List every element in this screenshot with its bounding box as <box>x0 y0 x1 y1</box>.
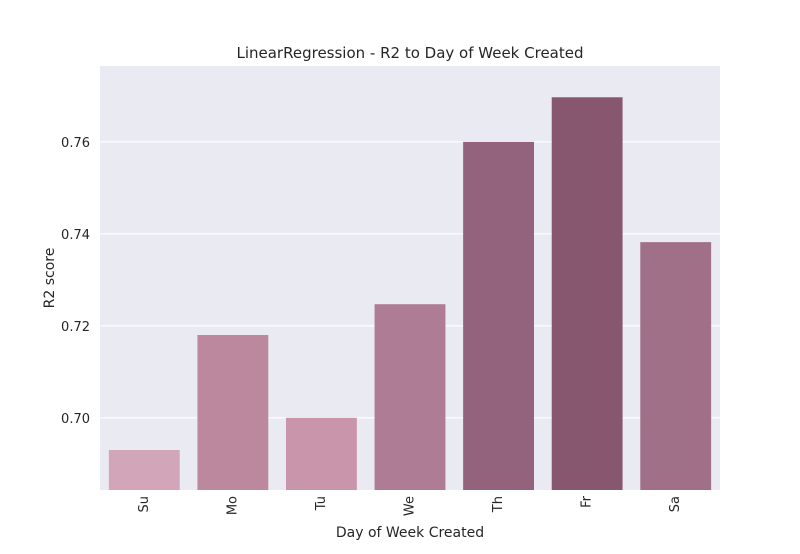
x-tick-label: Th <box>491 496 506 513</box>
y-tick-label: 0.72 <box>61 320 90 335</box>
bars <box>108 97 712 490</box>
x-tick-label: Tu <box>314 496 329 511</box>
y-tick-label: 0.70 <box>61 412 90 427</box>
bar-fr <box>551 97 623 490</box>
x-tick-label: Su <box>137 496 152 513</box>
y-tick-labels: 0.70 0.72 0.74 0.76 <box>61 136 90 427</box>
bar-we <box>374 304 446 490</box>
y-axis-label: R2 score <box>42 248 58 309</box>
x-tick-label: Fr <box>580 495 595 508</box>
bar-th <box>463 141 534 490</box>
x-tick-label: Mo <box>225 496 240 515</box>
x-tick-labels: Su Mo Tu We Th Fr Sa <box>137 495 683 516</box>
x-tick-label: We <box>403 496 418 516</box>
y-tick-label: 0.76 <box>61 136 90 151</box>
x-tick-label: Sa <box>668 496 683 512</box>
bar-sa <box>640 242 712 490</box>
bar-mo <box>197 335 269 490</box>
x-axis-label: Day of Week Created <box>336 525 484 541</box>
y-tick-label: 0.74 <box>61 228 90 243</box>
bar-su <box>108 449 180 490</box>
chart-title: LinearRegression - R2 to Day of Week Cre… <box>236 44 583 62</box>
bar-tu <box>286 417 357 490</box>
